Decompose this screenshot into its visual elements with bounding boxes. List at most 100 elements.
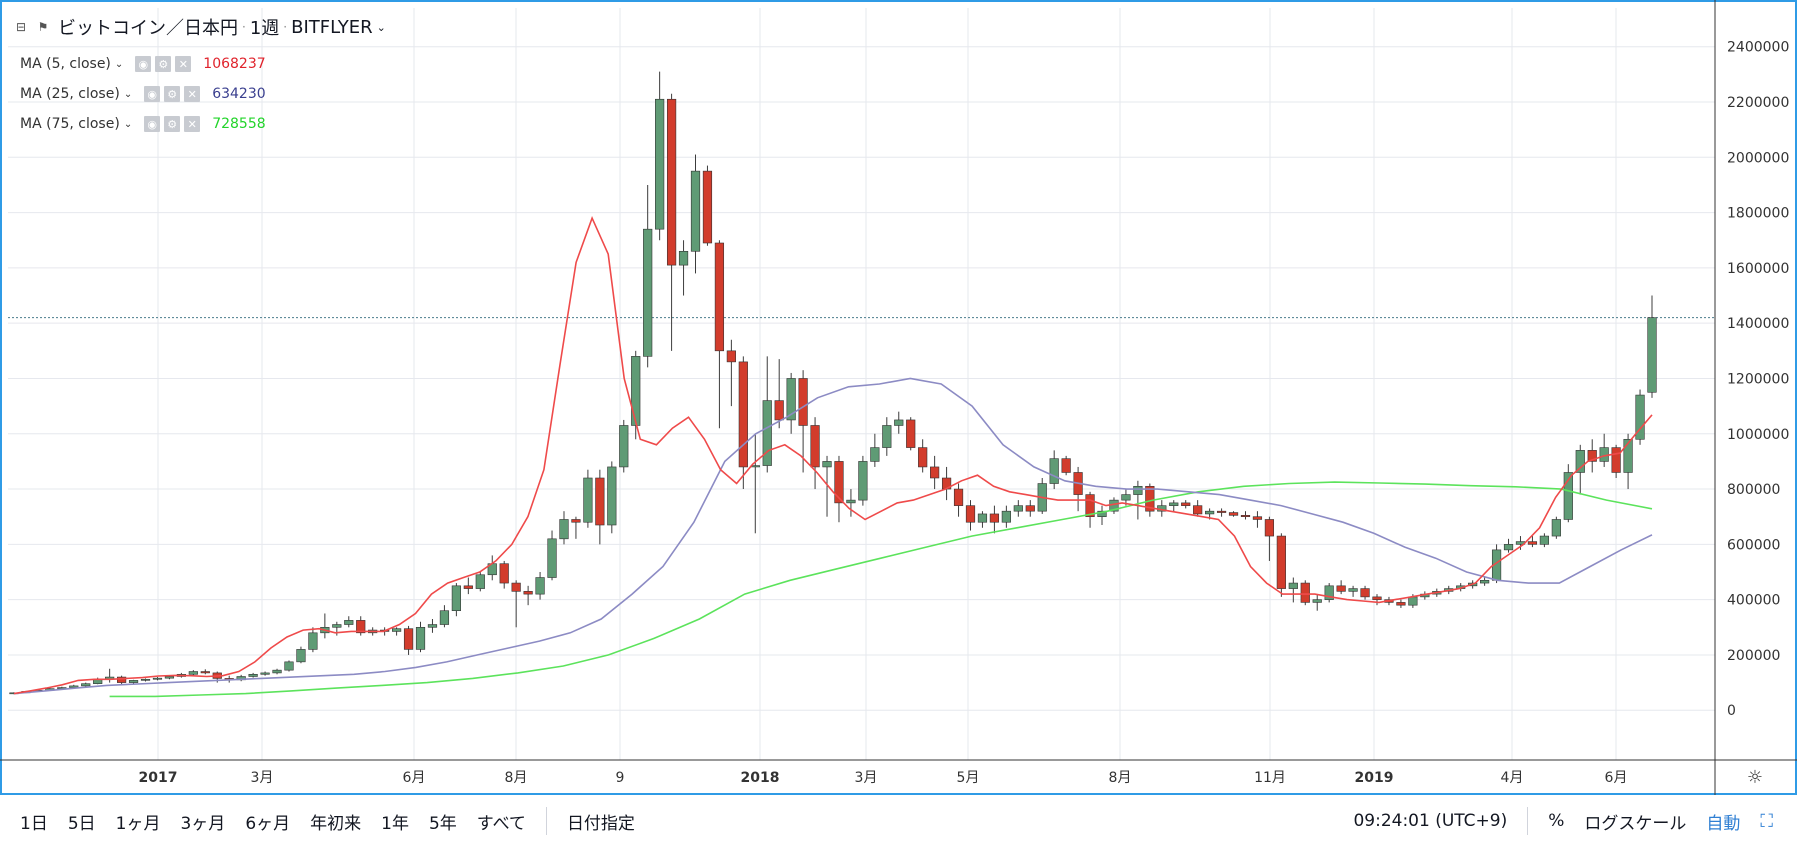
- candle-body: [774, 400, 784, 421]
- bottom-right-controls: 09:24:01 (UTC+9) % ログスケール 自動 ⛶: [1343, 795, 1783, 847]
- x-tick-label: 8月: [1109, 770, 1132, 786]
- chevron-down-icon[interactable]: ⌄: [123, 118, 133, 130]
- candle-body: [475, 574, 485, 589]
- close-icon[interactable]: ✕: [175, 56, 192, 72]
- candle-body: [260, 672, 270, 675]
- candle-body: [1324, 585, 1334, 600]
- gear-icon[interactable]: ⚙: [164, 116, 181, 132]
- ma75-value: 728558: [212, 116, 266, 132]
- candle-body: [619, 425, 629, 468]
- candle-body: [1133, 485, 1143, 495]
- gear-icon[interactable]: ⚙: [164, 86, 181, 102]
- range-6m[interactable]: 6ヶ月: [245, 813, 291, 834]
- candle-body: [882, 425, 892, 448]
- x-tick-label: 6月: [1605, 770, 1628, 786]
- candle-body: [1312, 599, 1322, 603]
- range-1m[interactable]: 1ヶ月: [115, 813, 161, 834]
- y-tick-label: 1600000: [1727, 261, 1789, 277]
- ma75-line: [109, 481, 1653, 698]
- percent-toggle[interactable]: %: [1548, 811, 1565, 831]
- candle-body: [499, 563, 509, 584]
- interval-label[interactable]: 1週: [249, 18, 280, 39]
- candle-body: [1611, 447, 1621, 473]
- candle-body: [1288, 582, 1298, 589]
- candle-body: [128, 680, 139, 683]
- fullscreen-icon[interactable]: ⛶: [1760, 810, 1773, 832]
- close-icon[interactable]: ✕: [184, 86, 201, 102]
- chevron-down-icon[interactable]: ⌄: [123, 88, 133, 100]
- candle-body: [1408, 596, 1418, 606]
- candle-body: [1336, 585, 1346, 592]
- candle-body: [1360, 588, 1370, 598]
- candle-body: [1276, 535, 1286, 589]
- range-5d[interactable]: 5日: [67, 813, 96, 834]
- candle-body: [391, 628, 402, 632]
- date-range-button[interactable]: 日付指定: [566, 813, 635, 834]
- candle-body: [1527, 541, 1538, 545]
- ma5-label: MA (5, close): [20, 56, 111, 72]
- symbol-name[interactable]: ビットコイン／日本円: [58, 18, 238, 39]
- eye-icon[interactable]: ◉: [144, 116, 161, 132]
- candle-body: [571, 519, 581, 523]
- separator-dot: ·: [242, 20, 246, 34]
- range-1y[interactable]: 1年: [381, 813, 409, 834]
- candle-body: [1635, 394, 1645, 440]
- candle-body: [1575, 450, 1585, 473]
- ma5-legend[interactable]: MA (5, close) ⌄ ◉ ⚙ ✕ 1068237: [20, 54, 266, 74]
- log-scale-toggle[interactable]: ログスケール: [1584, 813, 1687, 834]
- candle-body: [403, 628, 414, 650]
- chevron-down-icon[interactable]: ⌄: [114, 58, 124, 70]
- x-tick-label: 2019: [1355, 770, 1394, 786]
- candle-body: [451, 585, 461, 612]
- x-tick-label: 11月: [1254, 770, 1286, 786]
- range-3m[interactable]: 3ヶ月: [180, 813, 226, 834]
- y-tick-label: 400000: [1727, 593, 1780, 609]
- close-icon[interactable]: ✕: [184, 116, 201, 132]
- candle-body: [1240, 515, 1251, 518]
- range-ytd[interactable]: 年初来: [310, 813, 362, 834]
- x-tick-label: 3月: [855, 770, 878, 786]
- toolbar-divider: [1527, 807, 1529, 835]
- candle-body: [81, 683, 91, 687]
- chevron-down-icon[interactable]: ⌄: [376, 20, 386, 34]
- candle-body: [415, 626, 426, 650]
- y-tick-label: 200000: [1727, 648, 1780, 664]
- y-tick-label: 1800000: [1727, 206, 1789, 222]
- candle-body: [643, 228, 653, 357]
- candle-body: [248, 673, 258, 677]
- candle-body: [1205, 510, 1215, 515]
- bottom-toolbar: 1日 5日 1ヶ月 3ヶ月 6ヶ月 年初来 1年 5年 すべて 日付指定 09:…: [0, 795, 1797, 847]
- candle-body: [1539, 535, 1549, 545]
- ma25-legend[interactable]: MA (25, close) ⌄ ◉ ⚙ ✕ 634230: [20, 84, 266, 104]
- candle-body: [463, 585, 473, 589]
- price-chart[interactable]: 0 200000 400000 600000 800000 1000000 1200000 1…: [0, 0, 1797, 795]
- candle-body: [1013, 505, 1023, 512]
- y-tick-label: 1000000: [1727, 427, 1789, 443]
- collapse-square-icon[interactable]: ⊟: [15, 20, 27, 34]
- flag-icon[interactable]: ⚑: [37, 20, 49, 34]
- candle-body: [284, 661, 294, 671]
- range-all[interactable]: すべて: [476, 813, 526, 834]
- candle-body: [798, 378, 808, 426]
- eye-icon[interactable]: ◉: [144, 86, 161, 102]
- eye-icon[interactable]: ◉: [135, 56, 152, 72]
- ma25-line: [13, 377, 1653, 695]
- exchange-label[interactable]: BITFLYER: [291, 16, 373, 38]
- candle-body: [666, 98, 677, 266]
- clock-display[interactable]: 09:24:01 (UTC+9): [1353, 811, 1508, 831]
- x-tick-label: 3月: [251, 770, 274, 786]
- candle-body: [834, 461, 844, 504]
- candle-body: [1551, 519, 1561, 537]
- candle-body: [427, 624, 438, 628]
- gear-icon[interactable]: ⚙: [155, 56, 172, 72]
- candle-body: [523, 591, 533, 595]
- candle-body: [846, 499, 856, 504]
- ma75-legend[interactable]: MA (75, close) ⌄ ◉ ⚙ ✕ 728558: [20, 114, 266, 134]
- gear-icon[interactable]: ☼: [1746, 766, 1764, 788]
- candle-body: [1085, 494, 1095, 518]
- range-1d[interactable]: 1日: [20, 813, 48, 834]
- range-5y[interactable]: 5年: [428, 813, 457, 834]
- auto-scale-toggle[interactable]: 自動: [1706, 813, 1741, 834]
- candle-body: [810, 425, 820, 468]
- candle-body: [738, 361, 748, 468]
